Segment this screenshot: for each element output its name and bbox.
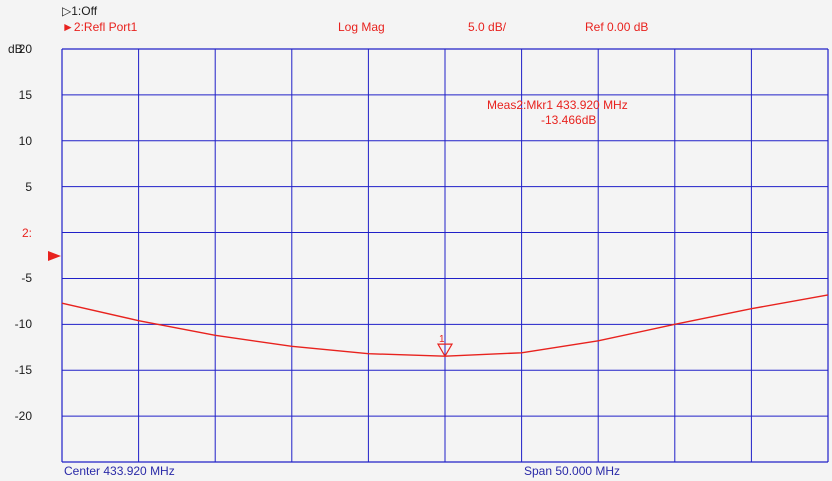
center-frequency[interactable]: Center 433.920 MHz bbox=[64, 464, 175, 478]
y-tick-label: 2: bbox=[21, 225, 32, 240]
y-tick-label: -5 bbox=[21, 271, 32, 286]
marker-number-label: 1 bbox=[439, 334, 445, 345]
y-tick-label: -10 bbox=[14, 317, 32, 332]
plot-grid bbox=[61, 48, 829, 463]
y-tick-label: 10 bbox=[18, 133, 32, 148]
scale-label[interactable]: 5.0 dB/ bbox=[468, 20, 507, 34]
trace2-status[interactable]: ►2:Refl Port1 bbox=[62, 20, 138, 34]
format-label[interactable]: Log Mag bbox=[338, 20, 385, 34]
span-frequency[interactable]: Span 50.000 MHz bbox=[524, 464, 621, 478]
y-tick-label: 15 bbox=[18, 87, 32, 102]
y-tick-label: 5 bbox=[25, 179, 32, 194]
ref-position-arrow-icon bbox=[48, 251, 61, 261]
trace1-status[interactable]: ▷1:Off bbox=[62, 4, 98, 18]
trace1-arrow-icon: ▷ bbox=[62, 4, 72, 18]
y-tick-label: -15 bbox=[14, 363, 32, 378]
y-tick-label: 20 bbox=[18, 42, 32, 56]
y-unit-label: dB bbox=[8, 42, 23, 56]
trace2-arrow-icon: ► bbox=[62, 20, 74, 34]
y-tick-label: -20 bbox=[14, 409, 32, 424]
reference-label[interactable]: Ref 0.00 dB bbox=[585, 20, 649, 34]
marker-layer: 1 bbox=[436, 334, 454, 358]
marker-triangle-icon[interactable] bbox=[436, 343, 454, 358]
marker-readout-value: -13.466dB bbox=[541, 113, 597, 127]
marker-readout-freq: Meas2:Mkr1 433.920 MHz bbox=[487, 98, 628, 112]
